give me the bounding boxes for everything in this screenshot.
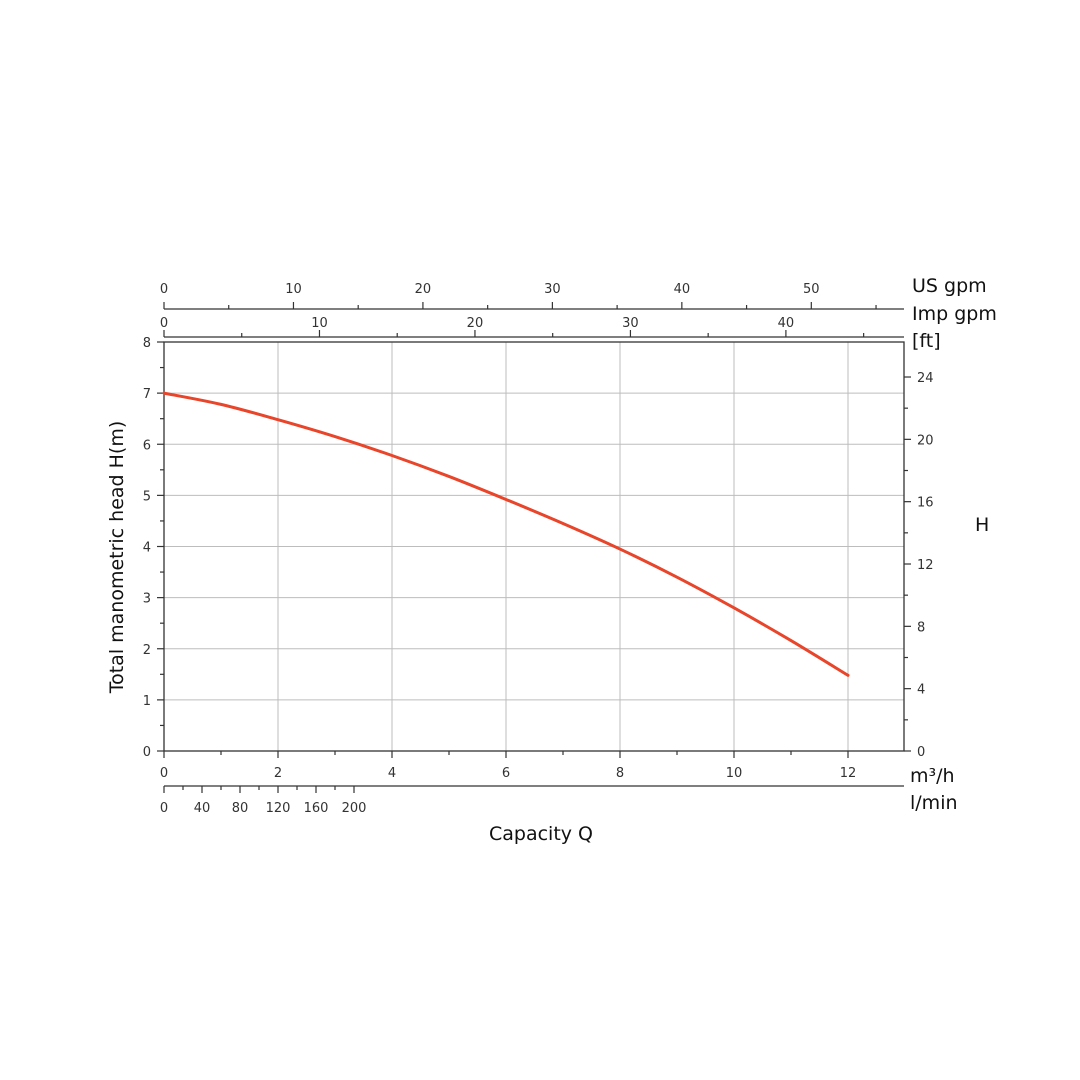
y-right-tick-label: 24: [917, 371, 934, 386]
x-impgpm-tick-label: 0: [160, 316, 168, 331]
right-axis-title-h: H: [975, 514, 989, 536]
curve-layer: [162, 391, 850, 677]
x-m3h-tick-label: 4: [388, 766, 396, 781]
x-lmin-tick-label: 40: [194, 801, 211, 816]
x-impgpm-tick-label: 10: [311, 316, 328, 331]
x-m3h-tick-label: 2: [274, 766, 282, 781]
y-left-tick-label: 2: [143, 643, 151, 658]
y-left-tick-label: 6: [143, 438, 151, 453]
x-m3h-tick-label: 8: [616, 766, 624, 781]
y-right-tick-label: 12: [917, 558, 934, 573]
y-axis-title: Total manometric head H(m): [106, 421, 128, 695]
x-m3h-tick-label: 0: [160, 766, 168, 781]
x-lmin-tick-label: 0: [160, 801, 168, 816]
grid-layer: [164, 342, 904, 751]
x-impgpm-tick-label: 30: [622, 316, 639, 331]
x-m3h-tick-label: 12: [840, 766, 857, 781]
x-impgpm-tick-label: 20: [467, 316, 484, 331]
y-right-tick-label: 8: [917, 620, 925, 635]
x-m3h-tick-label: 10: [726, 766, 743, 781]
x-impgpm-tick-label: 40: [778, 316, 795, 331]
x-usgpm-tick-label: 40: [674, 282, 691, 297]
x-m3h-tick-label: 6: [502, 766, 510, 781]
x-usgpm-tick-label: 20: [415, 282, 432, 297]
x-lmin-tick-label: 120: [266, 801, 291, 816]
x-usgpm-tick-label: 30: [544, 282, 561, 297]
y-left-tick-label: 5: [143, 489, 151, 504]
unit-label-lmin: l/min: [910, 792, 958, 814]
x-axis-title: Capacity Q: [489, 823, 593, 845]
x-usgpm-tick-label: 0: [160, 282, 168, 297]
y-right-tick-label: 16: [917, 496, 934, 511]
x-lmin-tick-label: 160: [304, 801, 329, 816]
y-left-tick-label: 4: [143, 541, 151, 556]
y-right-tick-label: 0: [917, 745, 925, 760]
unit-label-ft: [ft]: [912, 330, 941, 352]
y-left-tick-label: 3: [143, 592, 151, 607]
x-usgpm-tick-label: 50: [803, 282, 820, 297]
unit-label-usgpm: US gpm: [912, 275, 987, 297]
y-left-tick-label: 7: [143, 387, 151, 402]
y-left-tick-label: 1: [143, 694, 151, 709]
x-lmin-tick-label: 200: [342, 801, 367, 816]
y-right-tick-label: 20: [917, 433, 934, 448]
head-capacity-curve: [162, 391, 850, 677]
x-usgpm-tick-label: 10: [285, 282, 302, 297]
y-right-tick-label: 4: [917, 683, 925, 698]
unit-label-m3h: m³/h: [910, 765, 955, 787]
unit-label-impgpm: Imp gpm: [912, 303, 997, 325]
x-lmin-tick-label: 80: [232, 801, 249, 816]
y-left-tick-label: 8: [143, 336, 151, 351]
labels-layer: Total manometric head H(m) Capacity Q US…: [106, 275, 997, 845]
y-left-tick-label: 0: [143, 745, 151, 760]
